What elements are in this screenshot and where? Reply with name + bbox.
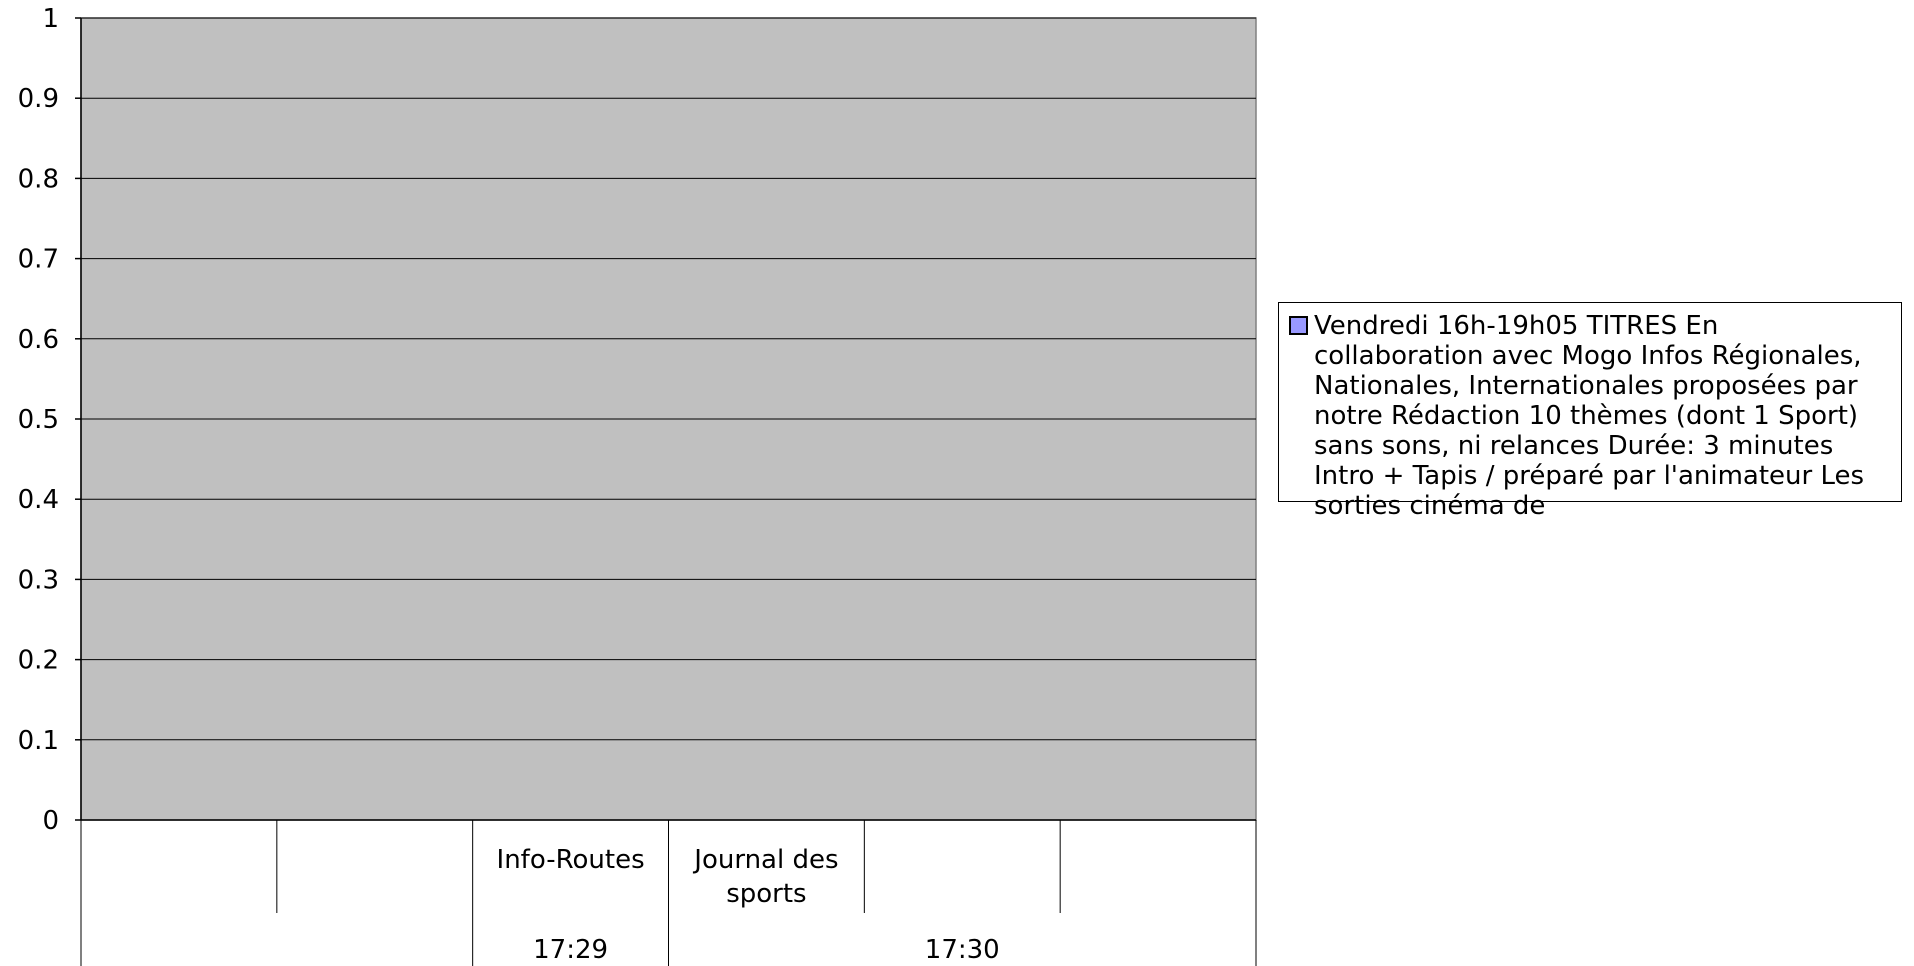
y-tick-label: 0.8 <box>18 164 59 194</box>
y-tick-label: 0.6 <box>18 325 59 355</box>
x-category-label: Info-Routes <box>497 845 645 875</box>
y-tick-label: 0.7 <box>18 245 59 275</box>
y-tick-label: 0.5 <box>18 405 59 435</box>
y-tick-label: 0.9 <box>18 84 59 114</box>
x-group-label: 17:30 <box>925 935 1000 965</box>
x-axis: Info-Routes Journal des sports 17:29 17:30 <box>80 819 1257 966</box>
y-axis: 0 0.1 0.2 0.3 0.4 0.5 0.6 0.7 0.8 0.9 1 <box>18 4 82 836</box>
y-tick-label: 0.2 <box>18 646 59 676</box>
x-group-label: 17:29 <box>533 935 608 965</box>
y-tick-label: 0 <box>42 806 59 836</box>
x-category-label: Journal des sports <box>692 845 838 909</box>
legend-swatch <box>1289 316 1308 335</box>
gridlines <box>81 17 1256 741</box>
y-tick-label: 0.1 <box>18 726 59 756</box>
y-tick-label: 1 <box>42 4 59 34</box>
legend-series-label: Vendredi 16h-19h05 TITRES En collaborati… <box>1314 311 1865 521</box>
y-tick-label: 0.3 <box>18 565 59 595</box>
legend: Vendredi 16h-19h05 TITRES En collaborati… <box>1278 302 1902 521</box>
y-tick-label: 0.4 <box>18 485 59 515</box>
